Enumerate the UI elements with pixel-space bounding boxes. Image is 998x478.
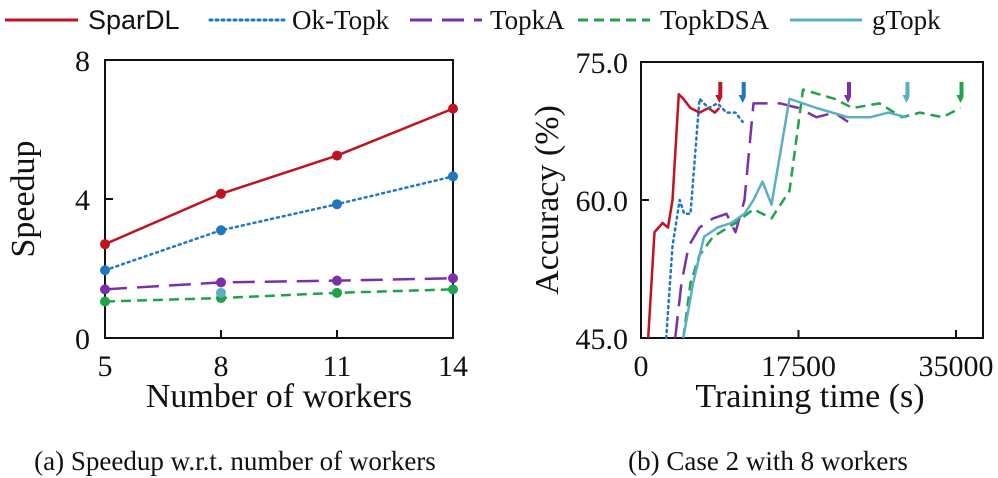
chart-a-ytick-label: 8 (75, 45, 90, 78)
chart-a-caption: (a) Speedup w.r.t. number of workers (34, 446, 436, 476)
chart-a-line-ok-topk (103, 175, 455, 272)
chart-a-point-ok-topk (100, 265, 110, 276)
legend-item-ok-topk: Ok-Topk (208, 5, 390, 35)
chart-b-line-gtopk (682, 97, 907, 339)
chart-a-ticks: 5 8 11 14 0 4 8 (75, 45, 468, 383)
chart-b-ytick-label: 45.0 (576, 323, 629, 356)
chart-a-point-topkdsa (448, 284, 458, 295)
legend-item-topka: TopkA (410, 5, 565, 35)
chart-a-line-topka (104, 276, 454, 291)
legend-label-topka: TopkA (490, 5, 565, 35)
chart-b-lines (646, 88, 962, 340)
chart-b-caption: (b) Case 2 with 8 workers (628, 446, 908, 476)
chart-a-ylabel: Speedup (5, 140, 42, 257)
chart-b-xtick-label: 0 (634, 350, 649, 383)
chart-b-line-topka (673, 102, 849, 339)
chart-a-point-spardl (216, 188, 226, 199)
chart-a-xtick-label: 14 (438, 350, 468, 383)
chart-b-line-topkdsa (682, 88, 962, 339)
chart-a-point-topka (100, 284, 110, 295)
chart-b-line-ok-topk (664, 97, 744, 340)
chart-a-point-spardl (448, 103, 458, 114)
chart-a-point-topkdsa (332, 287, 342, 298)
chart-a-point-spardl (332, 150, 342, 161)
chart-a-point-ok-topk (448, 171, 458, 182)
legend-item-gtopk: gTopk (790, 5, 941, 35)
chart-speedup: 5 8 11 14 0 4 8 Speedup Number of workers (a) … (5, 45, 468, 476)
legend-item-spardl: SparDL (5, 5, 180, 35)
chart-a-points (100, 103, 458, 307)
legend: SparDL Ok-Topk TopkA TopkDSA gTopk (5, 5, 941, 35)
chart-b-ticks: 0 17500 35000 45.0 60.0 75.0 (576, 47, 994, 383)
chart-a-lines (103, 107, 455, 303)
chart-a-xtick-label: 5 (98, 350, 113, 383)
chart-a-xtick-label: 8 (214, 350, 229, 383)
chart-a-ytick-label: 4 (75, 184, 90, 217)
chart-a-point-topka (332, 275, 342, 286)
chart-b-end-marker-topka (844, 82, 851, 103)
chart-b-xtick-label: 35000 (919, 350, 994, 383)
chart-a-line-topkdsa (104, 288, 454, 303)
chart-a-point-topka (448, 273, 458, 284)
chart-a-line-spardl (104, 107, 454, 246)
chart-a-point-gtopk (216, 287, 226, 298)
legend-item-topkdsa: TopkDSA (578, 5, 770, 35)
chart-b-end-marker-spardl (715, 82, 723, 103)
chart-a-point-spardl (100, 239, 110, 250)
chart-b-ytick-label: 60.0 (576, 185, 629, 218)
chart-b-ylabel: Accuracy (%) (529, 105, 566, 295)
chart-a-ytick-label: 0 (75, 323, 90, 356)
chart-b-xtick-label: 17500 (761, 350, 836, 383)
chart-a-point-topkdsa (100, 296, 110, 307)
legend-label-ok-topk: Ok-Topk (292, 5, 390, 35)
chart-b-end-marker-ok-topk (738, 82, 746, 103)
chart-b-end-marker-topkdsa (956, 82, 964, 103)
legend-label-spardl: SparDL (88, 5, 180, 35)
chart-a-xlabel: Number of workers (146, 378, 412, 415)
chart-a-point-topka (216, 277, 226, 288)
legend-label-gtopk: gTopk (872, 5, 941, 35)
chart-b-end-marker-gtopk (902, 82, 910, 103)
chart-b-ytick-label: 75.0 (576, 47, 629, 80)
chart-b-line-spardl (646, 92, 721, 339)
chart-b-markers (715, 82, 964, 103)
chart-a-xtick-label: 11 (323, 350, 352, 383)
legend-label-topkdsa: TopkDSA (660, 5, 770, 35)
chart-b-xlabel: Training time (s) (695, 378, 924, 415)
chart-a-plot-frame (104, 59, 454, 339)
chart-accuracy: 0 17500 35000 45.0 60.0 75.0 Accuracy (%) Tra… (529, 47, 994, 476)
chart-a-point-ok-topk (332, 199, 342, 210)
chart-a-point-ok-topk (216, 225, 226, 236)
